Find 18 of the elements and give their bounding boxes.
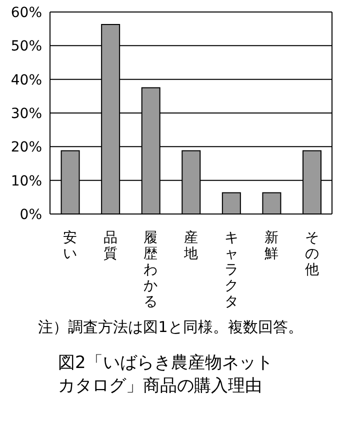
x-tick-label: 品質 (103, 230, 118, 262)
x-tick-label: 安い (63, 230, 78, 262)
text: 注）調査方法は図1と同様。複数回答。 (37, 318, 304, 337)
text: 図2「いばらき農産物ネットカタログ」商品の購入理由 (58, 352, 274, 398)
x-tick-label: その他 (304, 230, 319, 278)
bar (262, 192, 282, 214)
x-tick-label: 産地 (183, 230, 198, 262)
y-tick-label: 20% (10, 140, 42, 156)
y-tick-label: 50% (10, 38, 42, 55)
bar (222, 192, 241, 214)
y-tick-label: 10% (10, 173, 42, 190)
y-tick-label: 0% (20, 206, 42, 223)
x-tick-label: キャラクタ (224, 230, 238, 310)
y-tick-label: 30% (10, 106, 42, 122)
x-tick-label: 履歴わかる (144, 230, 158, 310)
y-tick-label: 60% (10, 4, 42, 21)
x-tick-label: 新鮮 (264, 230, 279, 262)
y-tick-label: 40% (10, 72, 42, 88)
